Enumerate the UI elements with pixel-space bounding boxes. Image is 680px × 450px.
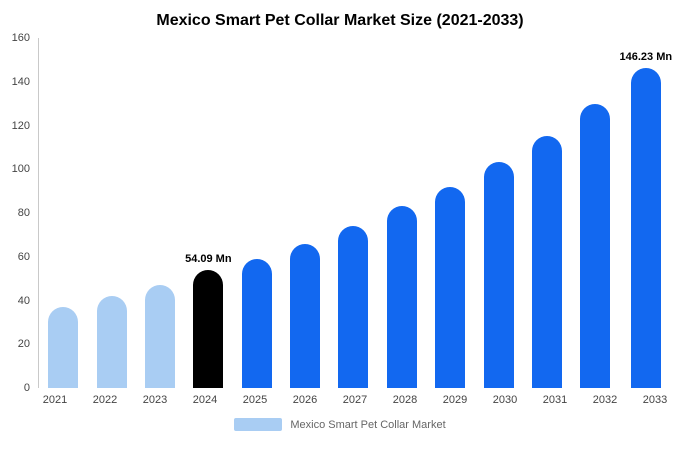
bar-column-2024: 54.09 Mn <box>184 38 232 388</box>
bar-column-2029 <box>426 38 474 388</box>
y-tick-160: 160 <box>11 32 30 44</box>
x-tick-2024: 2024 <box>192 394 218 406</box>
bar-2030 <box>483 161 514 388</box>
bar-column-2028 <box>378 38 426 388</box>
bar-column-2030 <box>474 38 522 388</box>
bar-2025 <box>241 258 272 388</box>
bar-column-2023 <box>136 38 184 388</box>
bar-chart: Mexico Smart Pet Collar Market Size (202… <box>0 12 680 431</box>
x-tick-2023: 2023 <box>142 394 168 406</box>
y-tick-100: 100 <box>11 163 30 176</box>
legend-label: Mexico Smart Pet Collar Market <box>290 418 446 431</box>
y-tick-20: 20 <box>17 338 30 351</box>
bar-column-2025 <box>233 38 281 388</box>
bar-value-label-2024: 54.09 Mn <box>185 252 232 265</box>
x-axis: 2021 2022 2023 2024 2025 2026 2027 2028 2029 2030… <box>30 394 680 406</box>
y-tick-140: 140 <box>11 75 30 88</box>
bar-2022 <box>96 296 127 388</box>
bar-2031 <box>531 136 562 388</box>
bar-column-2031 <box>523 38 571 388</box>
y-tick-0: 0 <box>23 382 30 394</box>
legend-swatch <box>234 418 283 431</box>
bar-2033 <box>630 68 661 388</box>
bar-value-label-2033: 146.23 Mn <box>619 51 673 64</box>
bar-column-2026 <box>281 38 329 388</box>
y-tick-80: 80 <box>17 207 30 219</box>
y-axis: 0 20 40 60 80 100 120 140 160 <box>8 32 34 394</box>
y-tick-60: 60 <box>17 250 30 263</box>
chart-title: Mexico Smart Pet Collar Market Size (202… <box>156 12 524 29</box>
bar-2027 <box>338 226 369 388</box>
bar-column-2032 <box>571 38 619 388</box>
bar-2024 <box>193 269 224 388</box>
x-tick-2022: 2022 <box>92 394 118 406</box>
x-tick-2033: 2033 <box>642 394 668 406</box>
y-tick-40: 40 <box>17 294 30 307</box>
bar-column-2033: 146.23 Mn <box>619 38 673 388</box>
x-tick-2029: 2029 <box>442 394 468 406</box>
plot-area: 54.09 Mn 146.23 Mn <box>38 38 672 388</box>
x-tick-2025: 2025 <box>242 394 268 406</box>
x-tick-2030: 2030 <box>492 394 518 406</box>
bar-2032 <box>580 103 611 388</box>
x-tick-2021: 2021 <box>42 394 68 406</box>
bar-column-2027 <box>329 38 377 388</box>
legend: Mexico Smart Pet Collar Market <box>0 418 680 431</box>
bar-column-2022 <box>87 38 135 388</box>
bar-2028 <box>386 206 417 388</box>
chart-body: 0 20 40 60 80 100 120 140 160 54.09 Mn 146.23 Mn <box>8 32 672 394</box>
x-tick-2032: 2032 <box>592 394 618 406</box>
bar-2029 <box>435 186 466 388</box>
x-tick-2026: 2026 <box>292 394 318 406</box>
y-tick-120: 120 <box>11 119 30 132</box>
x-tick-2027: 2027 <box>342 394 368 406</box>
x-tick-2028: 2028 <box>392 394 418 406</box>
bar-column-2021 <box>39 38 87 388</box>
bar-2023 <box>144 285 175 388</box>
bar-2026 <box>290 243 321 388</box>
x-tick-2031: 2031 <box>542 394 568 406</box>
bar-2021 <box>48 307 79 388</box>
